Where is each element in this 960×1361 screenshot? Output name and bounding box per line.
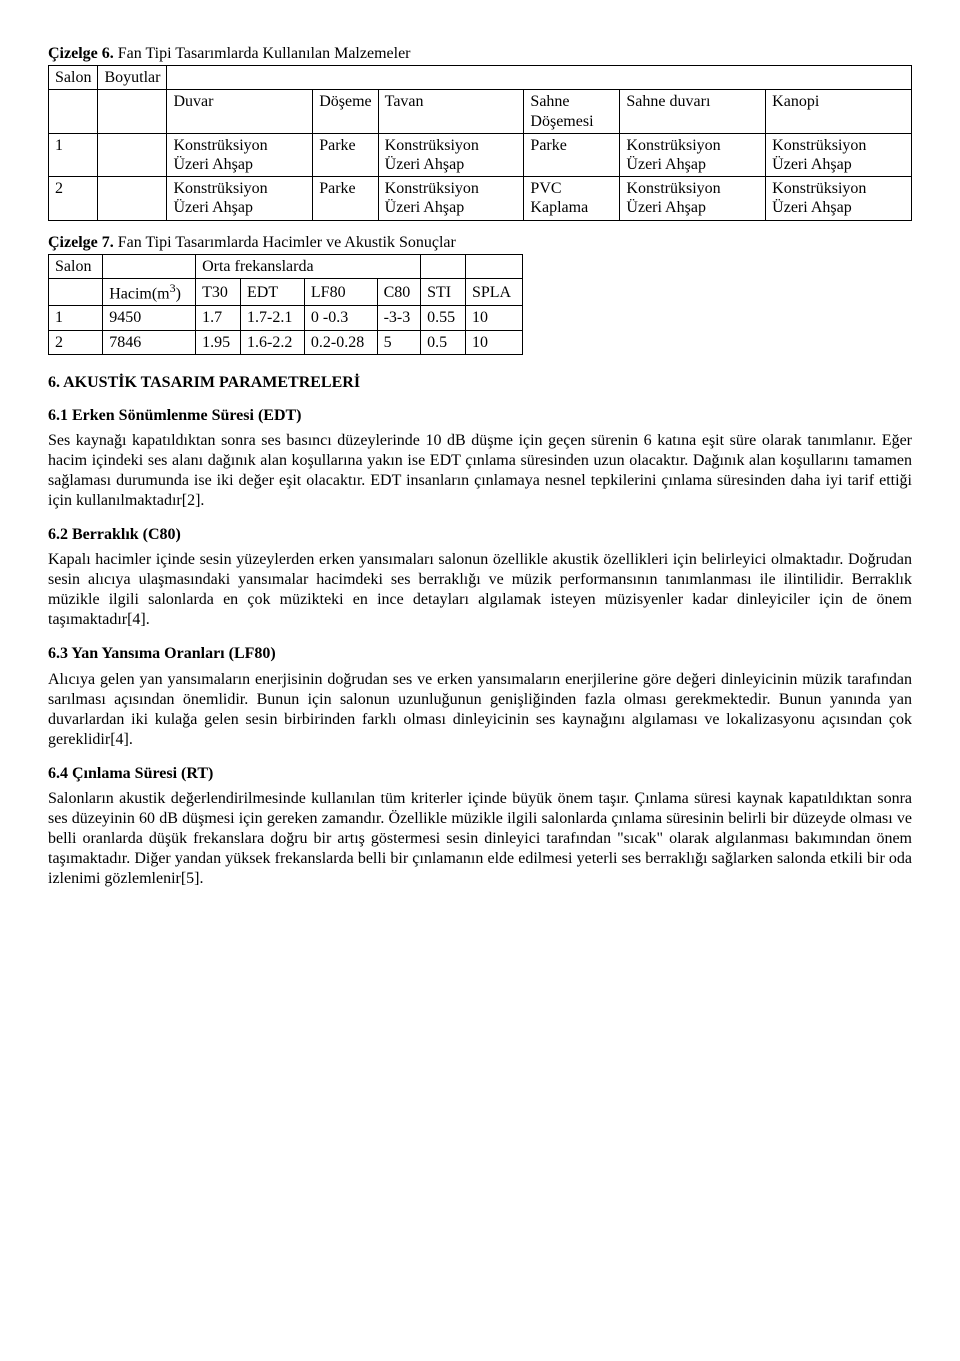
cell-lf80: 0 -0.3 — [304, 306, 377, 330]
table6-caption-prefix: Çizelge 6. — [48, 45, 114, 62]
th-sti: STI — [421, 278, 466, 306]
th-spla: SPLA — [465, 278, 522, 306]
section6-1-title: 6.1 Erken Sönümlenme Süresi (EDT) — [48, 406, 912, 425]
th-tavan: Tavan — [378, 90, 524, 133]
cell-edt: 1.6-2.2 — [240, 330, 304, 354]
cell-doseme: Parke — [313, 177, 378, 220]
table-row: Salon Boyutlar — [49, 66, 912, 90]
section6-4-text: Salonların akustik değerlendirilmesinde … — [48, 789, 912, 889]
section6-2-title: 6.2 Berraklık (C80) — [48, 525, 912, 544]
cell-salon: 1 — [49, 133, 98, 176]
cell-sti: 0.5 — [421, 330, 466, 354]
th-duvar: Duvar — [167, 90, 313, 133]
th-kanopi: Kanopi — [766, 90, 912, 133]
hacim-close: ) — [176, 285, 181, 302]
cell-duvar: Konstrüksiyon Üzeri Ahşap — [167, 177, 313, 220]
table-row: Hacim(m3) T30 EDT LF80 C80 STI SPLA — [49, 278, 523, 306]
cell-t30: 1.95 — [196, 330, 241, 354]
section6-3-title: 6.3 Yan Yansıma Oranları (LF80) — [48, 644, 912, 663]
cell-blank — [98, 177, 167, 220]
cell-tavan: Konstrüksiyon Üzeri Ahşap — [378, 177, 524, 220]
section6-4-title: 6.4 Çınlama Süresi (RT) — [48, 764, 912, 783]
acoustic-table: Salon Orta frekanslarda Hacim(m3) T30 ED… — [48, 254, 523, 355]
cell-salon: 2 — [49, 177, 98, 220]
cell-kanopi: Konstrüksiyon Üzeri Ahşap — [766, 133, 912, 176]
cell-sti: 0.55 — [421, 306, 466, 330]
section6-3-text: Alıcıya gelen yan yansımaların enerjisin… — [48, 670, 912, 750]
table-row: 1 Konstrüksiyon Üzeri Ahşap Parke Konstr… — [49, 133, 912, 176]
th-blank — [49, 278, 103, 306]
th-t30: T30 — [196, 278, 241, 306]
th-doseme: Döşeme — [313, 90, 378, 133]
cell-hacim: 9450 — [103, 306, 196, 330]
table7-caption-prefix: Çizelge 7. — [48, 234, 114, 251]
th-blank — [49, 90, 98, 133]
th-blank — [167, 66, 912, 90]
th-boyutlar: Boyutlar — [98, 66, 167, 90]
table-row: 1 9450 1.7 1.7-2.1 0 -0.3 -3-3 0.55 10 — [49, 306, 523, 330]
section6-2-text: Kapalı hacimler içinde sesin yüzeylerden… — [48, 550, 912, 630]
section6-1-text: Ses kaynağı kapatıldıktan sonra ses bası… — [48, 431, 912, 511]
cell-duvar: Konstrüksiyon Üzeri Ahşap — [167, 133, 313, 176]
th-sahne-dosemesi: Sahne Döşemesi — [524, 90, 620, 133]
cell-spla: 10 — [465, 330, 522, 354]
cell-salon: 2 — [49, 330, 103, 354]
cell-blank — [98, 133, 167, 176]
cell-sahne-duvari: Konstrüksiyon Üzeri Ahşap — [620, 177, 766, 220]
table-row: 2 Konstrüksiyon Üzeri Ahşap Parke Konstr… — [49, 177, 912, 220]
cell-spla: 10 — [465, 306, 522, 330]
table-row: Duvar Döşeme Tavan Sahne Döşemesi Sahne … — [49, 90, 912, 133]
table7-caption-rest: Fan Tipi Tasarımlarda Hacimler ve Akusti… — [114, 234, 456, 251]
th-salon: Salon — [49, 66, 98, 90]
table-row: 2 7846 1.95 1.6-2.2 0.2-0.28 5 0.5 10 — [49, 330, 523, 354]
th-sahne-duvari: Sahne duvarı — [620, 90, 766, 133]
table7-caption: Çizelge 7. Fan Tipi Tasarımlarda Hacimle… — [48, 233, 912, 252]
section6-title: 6. AKUSTİK TASARIM PARAMETRELERİ — [48, 373, 912, 392]
cell-c80: 5 — [377, 330, 420, 354]
th-lf80: LF80 — [304, 278, 377, 306]
cell-edt: 1.7-2.1 — [240, 306, 304, 330]
th-salon: Salon — [49, 254, 103, 278]
th-blank — [103, 254, 196, 278]
th-blank — [421, 254, 466, 278]
cell-t30: 1.7 — [196, 306, 241, 330]
cell-c80: -3-3 — [377, 306, 420, 330]
th-blank — [465, 254, 522, 278]
th-orta: Orta frekanslarda — [196, 254, 421, 278]
table6-caption: Çizelge 6. Fan Tipi Tasarımlarda Kullanı… — [48, 44, 912, 63]
th-edt: EDT — [240, 278, 304, 306]
cell-tavan: Konstrüksiyon Üzeri Ahşap — [378, 133, 524, 176]
cell-sahne-dosemesi: PVC Kaplama — [524, 177, 620, 220]
table-row: Salon Orta frekanslarda — [49, 254, 523, 278]
hacim-label: Hacim(m — [109, 285, 169, 302]
materials-table: Salon Boyutlar Duvar Döşeme Tavan Sahne … — [48, 65, 912, 220]
cell-hacim: 7846 — [103, 330, 196, 354]
cell-salon: 1 — [49, 306, 103, 330]
th-hacim: Hacim(m3) — [103, 278, 196, 306]
th-blank — [98, 90, 167, 133]
cell-doseme: Parke — [313, 133, 378, 176]
table6-caption-rest: Fan Tipi Tasarımlarda Kullanılan Malzeme… — [114, 45, 411, 62]
cell-sahne-dosemesi: Parke — [524, 133, 620, 176]
cell-sahne-duvari: Konstrüksiyon Üzeri Ahşap — [620, 133, 766, 176]
cell-lf80: 0.2-0.28 — [304, 330, 377, 354]
th-c80: C80 — [377, 278, 420, 306]
cell-kanopi: Konstrüksiyon Üzeri Ahşap — [766, 177, 912, 220]
